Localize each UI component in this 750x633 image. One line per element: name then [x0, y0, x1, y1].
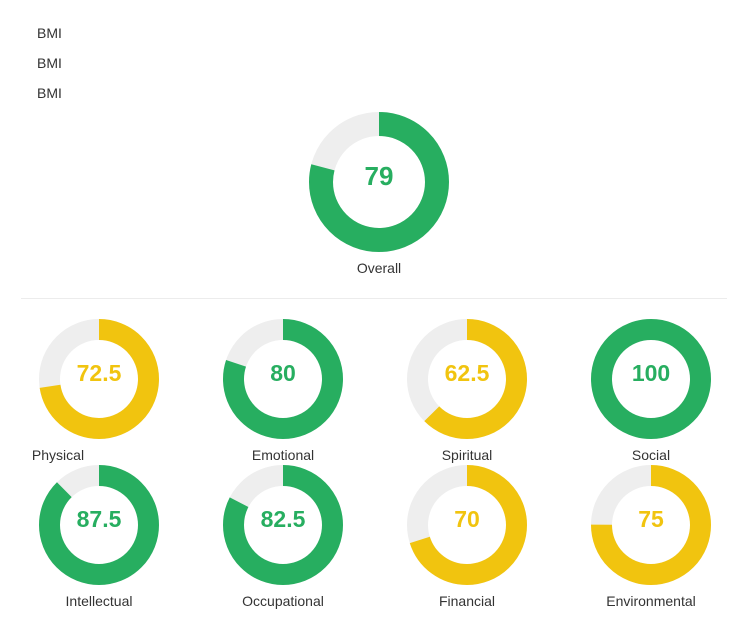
physical-donut: 72.5	[39, 319, 159, 439]
overall-label: Overall	[356, 260, 402, 276]
social-label: Social	[631, 447, 671, 463]
occupational-score-value: 82.5	[261, 506, 306, 532]
spiritual-score-value: 62.5	[445, 360, 490, 386]
emotional-donut-arc	[223, 319, 343, 439]
social-score-value: 100	[632, 360, 670, 386]
overall-score-value: 79	[365, 161, 394, 191]
emotional-donut: 80	[223, 319, 343, 439]
emotional-donut-svg: 80	[223, 319, 343, 439]
financial-donut-arc	[407, 465, 527, 585]
intellectual-label: Intellectual	[65, 593, 133, 609]
social-donut: 100	[591, 319, 711, 439]
intellectual-donut-arc	[39, 465, 159, 585]
physical-label: Physical	[31, 447, 85, 463]
environmental-donut: 75	[591, 465, 711, 585]
financial-donut-svg: 70	[407, 465, 527, 585]
bmi-text-1: BMI	[37, 25, 62, 41]
bmi-text-2: BMI	[37, 55, 62, 71]
occupational-label: Occupational	[242, 593, 324, 609]
emotional-label: Emotional	[251, 447, 315, 463]
social-donut-arc	[591, 319, 711, 439]
intellectual-donut-svg: 87.5	[39, 465, 159, 585]
spiritual-donut: 62.5	[407, 319, 527, 439]
social-donut-svg: 100	[591, 319, 711, 439]
environmental-score-value: 75	[638, 506, 664, 532]
occupational-donut: 82.5	[223, 465, 343, 585]
environmental-donut-svg: 75	[591, 465, 711, 585]
physical-score-value: 72.5	[77, 360, 122, 386]
spiritual-donut-arc	[407, 319, 527, 439]
overall-donut: 79	[309, 112, 449, 252]
financial-donut: 70	[407, 465, 527, 585]
physical-donut-arc	[39, 319, 159, 439]
overall-donut-svg: 79	[309, 112, 449, 252]
overall-donut-arc	[309, 112, 449, 252]
environmental-label: Environmental	[606, 593, 696, 609]
emotional-score-value: 80	[270, 360, 296, 386]
occupational-donut-arc	[223, 465, 343, 585]
bmi-text-3: BMI	[37, 85, 62, 101]
spiritual-label: Spiritual	[441, 447, 493, 463]
occupational-donut-svg: 82.5	[223, 465, 343, 585]
physical-donut-svg: 72.5	[39, 319, 159, 439]
environmental-donut-arc	[591, 465, 711, 585]
intellectual-donut: 87.5	[39, 465, 159, 585]
section-divider	[21, 298, 727, 299]
financial-label: Financial	[438, 593, 496, 609]
financial-score-value: 70	[454, 506, 480, 532]
spiritual-donut-svg: 62.5	[407, 319, 527, 439]
intellectual-score-value: 87.5	[77, 506, 122, 532]
